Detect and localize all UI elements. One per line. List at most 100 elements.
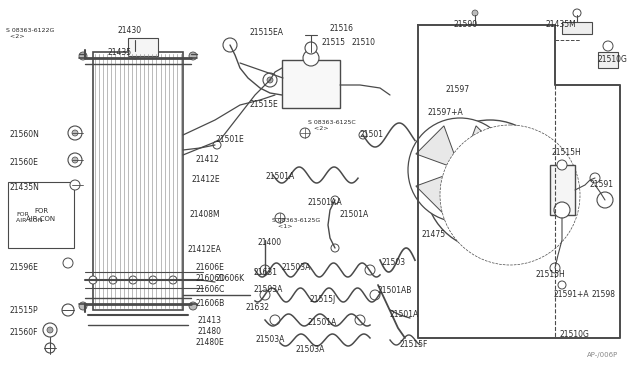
- Circle shape: [425, 120, 555, 250]
- Bar: [562, 22, 592, 34]
- Text: 21632: 21632: [246, 303, 270, 312]
- Circle shape: [263, 73, 277, 87]
- Circle shape: [63, 258, 73, 268]
- Circle shape: [62, 304, 74, 316]
- Circle shape: [550, 263, 560, 273]
- Text: AP-/006P: AP-/006P: [587, 352, 618, 358]
- Bar: [282, 60, 340, 108]
- Circle shape: [45, 343, 55, 353]
- Circle shape: [260, 265, 270, 275]
- Text: 21480E: 21480E: [195, 338, 224, 347]
- Text: 21515EA: 21515EA: [250, 28, 284, 37]
- Circle shape: [189, 52, 197, 60]
- Polygon shape: [430, 186, 483, 237]
- Text: 21430: 21430: [118, 26, 142, 35]
- Circle shape: [603, 41, 613, 51]
- Circle shape: [478, 173, 502, 197]
- Circle shape: [331, 196, 339, 204]
- Text: S 08363-6125C
   <2>: S 08363-6125C <2>: [308, 120, 356, 131]
- Text: 21591: 21591: [590, 180, 614, 189]
- Circle shape: [43, 323, 57, 337]
- Text: 21435: 21435: [108, 48, 132, 57]
- Text: 21435M: 21435M: [546, 20, 577, 29]
- Text: 21503: 21503: [382, 258, 406, 267]
- Polygon shape: [464, 174, 504, 214]
- Text: 21501A: 21501A: [390, 310, 419, 319]
- Circle shape: [442, 127, 578, 263]
- Circle shape: [79, 52, 87, 60]
- Circle shape: [223, 38, 237, 52]
- Text: 21515F: 21515F: [400, 340, 428, 349]
- Circle shape: [72, 130, 78, 136]
- Bar: [8, 182, 74, 248]
- Circle shape: [189, 302, 197, 310]
- Circle shape: [355, 315, 365, 325]
- Text: 21606K: 21606K: [215, 274, 244, 283]
- Text: 21408M: 21408M: [189, 210, 220, 219]
- Text: 21503A: 21503A: [295, 345, 324, 354]
- Circle shape: [267, 77, 273, 83]
- Text: 21606B: 21606B: [195, 299, 224, 308]
- Text: 21475: 21475: [422, 230, 446, 239]
- Text: 21597+A: 21597+A: [428, 108, 464, 117]
- Text: 21501A: 21501A: [340, 210, 369, 219]
- Circle shape: [260, 290, 270, 300]
- Text: 21515P: 21515P: [9, 306, 38, 315]
- Circle shape: [359, 131, 367, 139]
- Polygon shape: [416, 126, 456, 166]
- Text: 21413: 21413: [198, 316, 222, 325]
- Circle shape: [89, 276, 97, 284]
- Text: 21501: 21501: [360, 130, 384, 139]
- Circle shape: [270, 315, 280, 325]
- Circle shape: [440, 125, 580, 265]
- Text: 21503A: 21503A: [255, 335, 284, 344]
- Text: 21598: 21598: [592, 290, 616, 299]
- Circle shape: [303, 50, 319, 66]
- Polygon shape: [464, 126, 504, 166]
- Text: 21510: 21510: [352, 38, 376, 47]
- Text: S 08363-6125G
   <1>: S 08363-6125G <1>: [272, 218, 320, 229]
- Bar: [550, 165, 575, 215]
- Text: 21412: 21412: [195, 155, 219, 164]
- Text: 21515: 21515: [322, 38, 346, 47]
- Circle shape: [300, 128, 310, 138]
- Circle shape: [109, 276, 117, 284]
- Circle shape: [275, 213, 285, 223]
- Circle shape: [149, 276, 157, 284]
- Circle shape: [47, 327, 53, 333]
- Text: 21515H: 21515H: [552, 148, 582, 157]
- Polygon shape: [418, 25, 620, 338]
- Text: 21560N: 21560N: [10, 130, 40, 139]
- Text: 21510G: 21510G: [560, 330, 590, 339]
- Text: 21560F: 21560F: [9, 328, 38, 337]
- Circle shape: [557, 160, 567, 170]
- Circle shape: [558, 281, 566, 289]
- Bar: [93, 52, 183, 310]
- Circle shape: [131, 51, 139, 59]
- Text: 21480: 21480: [198, 327, 222, 336]
- Bar: [598, 52, 618, 68]
- Text: 21503A: 21503A: [282, 263, 312, 272]
- Text: 21591+A: 21591+A: [553, 290, 589, 299]
- Circle shape: [70, 180, 80, 190]
- Circle shape: [305, 42, 317, 54]
- Circle shape: [370, 290, 380, 300]
- Text: 21501A: 21501A: [308, 318, 337, 327]
- Circle shape: [365, 265, 375, 275]
- Circle shape: [554, 202, 570, 218]
- Text: 21590: 21590: [453, 20, 477, 29]
- Polygon shape: [438, 125, 489, 178]
- Text: 21412E: 21412E: [192, 175, 221, 184]
- Circle shape: [68, 126, 82, 140]
- Text: 21606C: 21606C: [195, 285, 225, 294]
- Circle shape: [129, 276, 137, 284]
- Text: 21596E: 21596E: [9, 263, 38, 272]
- Circle shape: [450, 160, 470, 180]
- Circle shape: [213, 141, 221, 149]
- Text: 21510G: 21510G: [598, 55, 628, 64]
- Text: 21515H: 21515H: [535, 270, 564, 279]
- Text: 21597: 21597: [445, 85, 469, 94]
- Circle shape: [573, 9, 581, 17]
- Circle shape: [597, 192, 613, 208]
- Text: FOR
AIR CON: FOR AIR CON: [26, 208, 56, 222]
